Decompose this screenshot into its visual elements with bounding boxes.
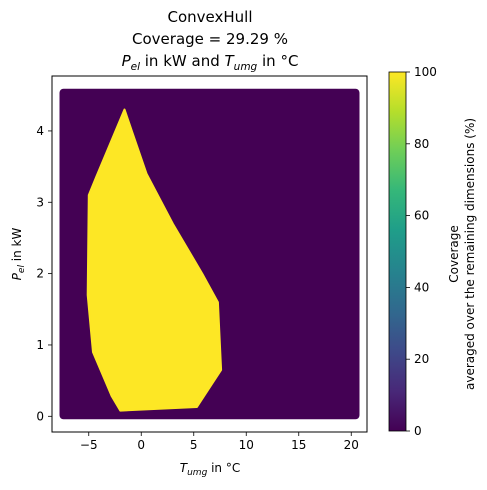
y-axis-label: Pel in kW [10, 228, 27, 281]
y-tick-label: 0 [36, 409, 44, 423]
colorbar-tick-label: 0 [414, 424, 422, 438]
x-axis: −5 0 5 10 15 20 [80, 432, 359, 452]
y-tick-label: 4 [36, 124, 44, 138]
x-tick-label: −5 [80, 438, 98, 452]
colorbar-tick-label: 80 [414, 137, 429, 151]
x-tick-label: 15 [291, 438, 306, 452]
colorbar [389, 72, 406, 431]
title-end-text: in °C [257, 52, 298, 70]
colorbar-tick-label: 40 [414, 280, 429, 294]
plot-area [60, 89, 360, 420]
chart-title-line-2: Coverage = 29.29 % [132, 30, 288, 48]
colorbar-tick-label: 100 [414, 65, 437, 79]
colorbar-tick-label: 60 [414, 209, 429, 223]
y-tick-label: 2 [36, 267, 44, 281]
title-p-subscript: el [131, 61, 140, 73]
y-tick-label: 3 [36, 195, 44, 209]
x-axis-label: Tumg in °C [180, 461, 240, 478]
x-tick-label: 0 [137, 438, 145, 452]
title-mid-text: in kW and [140, 52, 225, 70]
colorbar-label-line-2: averaged over the remaining dimensions (… [463, 118, 477, 390]
x-label-unit: in °C [207, 461, 240, 475]
colorbar-axis: 0 20 40 60 80 100 [406, 65, 437, 438]
y-axis: 0 1 2 3 4 [36, 124, 52, 423]
title-t-subscript: umg [234, 61, 258, 73]
y-label-unit: in kW [10, 228, 24, 266]
x-tick-label: 5 [190, 438, 198, 452]
x-tick-label: 10 [239, 438, 254, 452]
chart-title-line-1: ConvexHull [168, 8, 253, 26]
chart-title-line-3: Pel in kW and Tumg in °C [122, 52, 299, 73]
colorbar-label-line-1: Coverage [447, 225, 461, 283]
colorbar-tick-label: 20 [414, 352, 429, 366]
x-label-subscript: umg [187, 468, 207, 478]
x-tick-label: 20 [344, 438, 359, 452]
y-tick-label: 1 [36, 338, 44, 352]
